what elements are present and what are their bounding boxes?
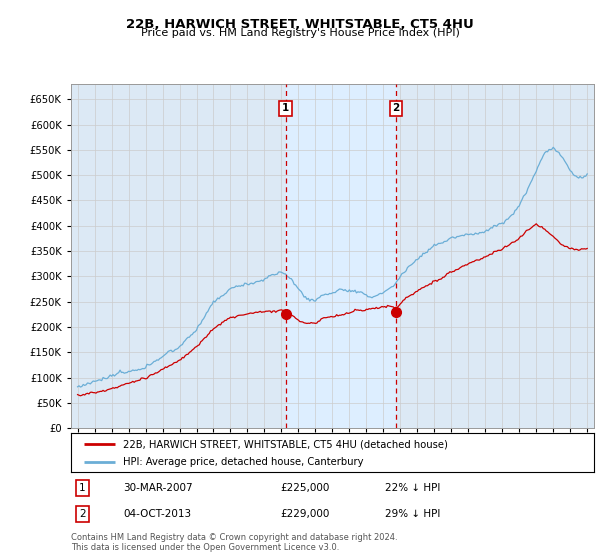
Text: 2: 2: [392, 103, 400, 113]
Text: 22B, HARWICH STREET, WHITSTABLE, CT5 4HU (detached house): 22B, HARWICH STREET, WHITSTABLE, CT5 4HU…: [123, 439, 448, 449]
Text: HPI: Average price, detached house, Canterbury: HPI: Average price, detached house, Cant…: [123, 457, 364, 467]
Text: 29% ↓ HPI: 29% ↓ HPI: [385, 509, 440, 519]
Text: 30-MAR-2007: 30-MAR-2007: [123, 483, 193, 493]
Text: 2: 2: [79, 509, 86, 519]
Text: £229,000: £229,000: [280, 509, 329, 519]
Text: This data is licensed under the Open Government Licence v3.0.: This data is licensed under the Open Gov…: [71, 543, 339, 552]
Bar: [286, 84, 396, 428]
Text: 1: 1: [79, 483, 86, 493]
Text: 1: 1: [282, 103, 289, 113]
Text: 22% ↓ HPI: 22% ↓ HPI: [385, 483, 440, 493]
Text: £225,000: £225,000: [280, 483, 329, 493]
Text: 04-OCT-2013: 04-OCT-2013: [123, 509, 191, 519]
Text: Contains HM Land Registry data © Crown copyright and database right 2024.: Contains HM Land Registry data © Crown c…: [71, 533, 397, 542]
Text: 22B, HARWICH STREET, WHITSTABLE, CT5 4HU: 22B, HARWICH STREET, WHITSTABLE, CT5 4HU: [126, 18, 474, 31]
Text: Price paid vs. HM Land Registry's House Price Index (HPI): Price paid vs. HM Land Registry's House …: [140, 28, 460, 38]
